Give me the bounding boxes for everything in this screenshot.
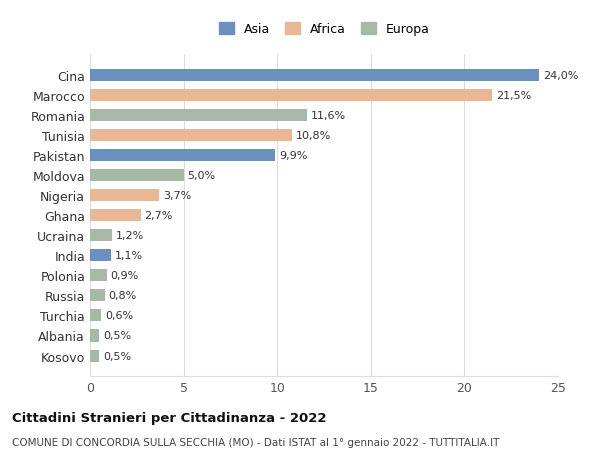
Bar: [90, 330, 100, 342]
Bar: [90, 70, 539, 82]
Text: 1,2%: 1,2%: [116, 231, 145, 241]
Bar: [90, 190, 159, 202]
Text: 0,5%: 0,5%: [103, 331, 131, 341]
Bar: [90, 230, 112, 242]
Text: 9,9%: 9,9%: [279, 151, 307, 161]
Text: 0,9%: 0,9%: [110, 271, 139, 281]
Bar: [90, 310, 101, 322]
Bar: [90, 290, 105, 302]
Text: 5,0%: 5,0%: [187, 171, 215, 181]
Text: 0,8%: 0,8%: [109, 291, 137, 301]
Text: 0,6%: 0,6%: [105, 311, 133, 321]
Bar: [90, 110, 307, 122]
Bar: [90, 130, 292, 142]
Text: COMUNE DI CONCORDIA SULLA SECCHIA (MO) - Dati ISTAT al 1° gennaio 2022 - TUTTITA: COMUNE DI CONCORDIA SULLA SECCHIA (MO) -…: [12, 437, 499, 447]
Bar: [90, 170, 184, 182]
Text: Cittadini Stranieri per Cittadinanza - 2022: Cittadini Stranieri per Cittadinanza - 2…: [12, 411, 326, 424]
Text: 11,6%: 11,6%: [311, 111, 346, 121]
Text: 2,7%: 2,7%: [144, 211, 173, 221]
Bar: [90, 90, 493, 102]
Text: 1,1%: 1,1%: [115, 251, 142, 261]
Legend: Asia, Africa, Europa: Asia, Africa, Europa: [215, 20, 433, 40]
Bar: [90, 150, 275, 162]
Text: 0,5%: 0,5%: [103, 351, 131, 361]
Bar: [90, 350, 100, 362]
Bar: [90, 250, 110, 262]
Text: 21,5%: 21,5%: [496, 91, 532, 101]
Text: 3,7%: 3,7%: [163, 191, 191, 201]
Text: 10,8%: 10,8%: [296, 131, 331, 141]
Bar: [90, 270, 107, 282]
Text: 24,0%: 24,0%: [543, 71, 578, 81]
Bar: [90, 210, 140, 222]
